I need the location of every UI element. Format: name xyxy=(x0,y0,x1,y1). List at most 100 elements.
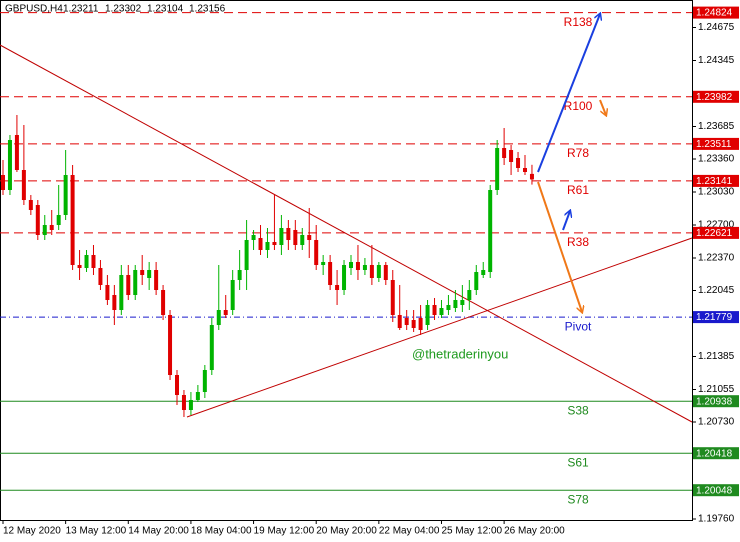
level-price-box xyxy=(693,6,739,19)
x-tick-label: 26 May 20:00 xyxy=(504,526,565,537)
x-tick-label: 25 May 12:00 xyxy=(441,526,502,537)
candle-body xyxy=(49,225,54,230)
candle-body xyxy=(195,392,200,400)
candle-body xyxy=(7,140,12,190)
candle-body xyxy=(209,325,214,370)
candle-body xyxy=(84,255,89,268)
level-price: 1.23511 xyxy=(696,139,732,150)
candle-body xyxy=(35,205,40,235)
level-label: S61 xyxy=(567,455,589,469)
candle-body xyxy=(244,240,249,270)
level-price-box xyxy=(693,90,739,103)
level-price-box xyxy=(693,484,739,497)
level-label: Pivot xyxy=(565,319,592,333)
plot-frame xyxy=(0,0,693,521)
trend-line xyxy=(0,44,693,423)
level-label: R61 xyxy=(567,183,589,197)
y-tick-label: 1.22370 xyxy=(698,253,735,264)
level-price-box xyxy=(693,311,739,324)
candle-body xyxy=(509,150,514,162)
candles xyxy=(1,115,534,417)
candle-body xyxy=(286,228,291,240)
candle-body xyxy=(265,242,270,250)
y-tick-label: 1.23685 xyxy=(698,121,735,132)
candle-body xyxy=(119,275,124,310)
x-tick-label: 14 May 20:00 xyxy=(128,526,189,537)
candle-body xyxy=(481,270,486,275)
level-price-box xyxy=(693,174,739,187)
candle-body xyxy=(425,305,430,325)
candle-body xyxy=(342,265,347,290)
candle-body xyxy=(328,262,333,285)
candle-body xyxy=(362,265,367,270)
level-price: 1.23141 xyxy=(696,176,733,187)
level-price: 1.22621 xyxy=(696,228,733,239)
candle-body xyxy=(376,265,381,278)
y-tick-label: 1.20730 xyxy=(698,417,735,428)
candle-body xyxy=(446,305,451,310)
level-price: 1.20938 xyxy=(696,396,733,407)
header-value: 1.23211 xyxy=(63,4,99,15)
arrow xyxy=(599,99,606,115)
level-label: S38 xyxy=(567,403,589,417)
candle-body xyxy=(126,275,131,295)
arrow xyxy=(537,14,600,173)
candle-body xyxy=(237,270,242,280)
level-price-box xyxy=(693,447,739,460)
candle-body xyxy=(154,270,159,290)
candle-body xyxy=(63,175,68,215)
candle-body xyxy=(369,265,374,278)
candle-body xyxy=(1,175,5,190)
candle-body xyxy=(77,265,82,268)
candle-body xyxy=(418,318,423,330)
y-tick-label: 1.24675 xyxy=(698,22,735,33)
candle-body xyxy=(258,238,263,250)
candle-body xyxy=(460,300,465,305)
arrow xyxy=(537,181,582,312)
y-tick-label: 1.24345 xyxy=(698,55,735,66)
candle-body xyxy=(293,230,298,245)
candle-body xyxy=(488,190,493,272)
candle-body xyxy=(161,290,166,315)
candle-body xyxy=(223,310,228,315)
candle-body xyxy=(279,228,284,245)
candle-body xyxy=(98,268,103,285)
candle-body xyxy=(335,285,340,290)
candle-body xyxy=(140,270,145,275)
x-tick-label: 13 May 12:00 xyxy=(66,526,127,537)
y-tick-label: 1.21055 xyxy=(698,384,735,395)
symbol: GBPUSD,H4 xyxy=(5,4,63,15)
candle-body xyxy=(251,235,256,240)
level-label: R78 xyxy=(567,146,589,160)
watermark: @thetraderinyou xyxy=(412,346,508,361)
y-tick-label: 1.19760 xyxy=(698,514,735,525)
candle-body xyxy=(112,295,117,310)
candle-body xyxy=(202,370,207,392)
candle-body xyxy=(404,318,409,325)
y-tick-label: 1.23360 xyxy=(698,154,735,165)
x-tick-label: 12 May 2020 xyxy=(3,526,61,537)
candle-body xyxy=(216,310,221,325)
candle-body xyxy=(300,235,305,245)
candle-body xyxy=(474,272,479,290)
candle-body xyxy=(56,215,61,225)
candle-body xyxy=(188,400,193,410)
candle-body xyxy=(314,240,319,265)
header-value: 1.23156 xyxy=(189,4,226,15)
candle-body xyxy=(495,148,500,190)
arrow xyxy=(562,211,570,231)
level-price: 1.23982 xyxy=(696,92,733,103)
level-label: S78 xyxy=(567,492,589,506)
candle-body xyxy=(516,158,521,168)
candle-body xyxy=(411,320,416,328)
candle-body xyxy=(14,135,19,170)
y-tick-label: 1.22045 xyxy=(698,285,735,296)
candle-body xyxy=(307,235,312,240)
x-tick-label: 20 May 20:00 xyxy=(316,526,377,537)
header-value: 1.23104 xyxy=(147,4,184,15)
candle-body xyxy=(502,148,507,158)
y-tick-label: 1.21385 xyxy=(698,351,735,362)
candle-body xyxy=(529,173,534,180)
